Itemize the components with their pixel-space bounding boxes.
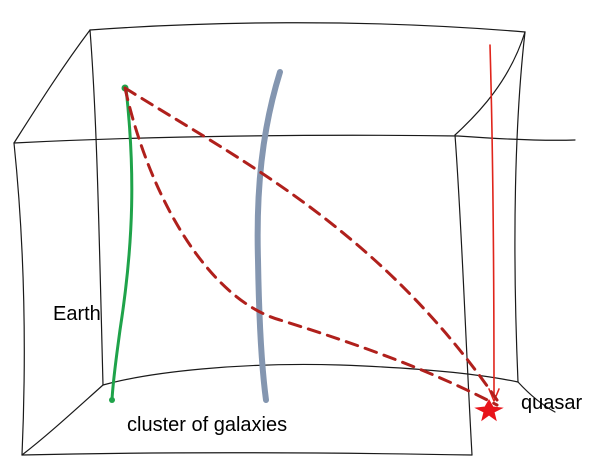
- box-top-right-diagonal: [454, 31, 526, 136]
- spacetime-box: [13, 22, 576, 456]
- box-back-left-edge: [89, 29, 104, 386]
- box-back-right-edge: [514, 31, 526, 383]
- quasar-worldline: [488, 44, 500, 402]
- box-bottom-left-diagonal: [21, 384, 104, 456]
- earth-worldline-bottom-dot: [109, 397, 115, 403]
- box-front-right-edge: [454, 134, 473, 456]
- box-top-left-diagonal: [13, 29, 91, 144]
- earth-worldline: [109, 84, 134, 403]
- box-back-bottom-edge: [102, 363, 519, 386]
- box-back-top-edge: [89, 22, 526, 33]
- box-front-bottom-edge: [21, 452, 473, 456]
- label-earth: Earth: [53, 303, 101, 325]
- quasar-worldline-path: [489, 44, 495, 396]
- light-paths: [123, 86, 499, 407]
- label-cluster-of-galaxies: cluster of galaxies: [127, 414, 287, 436]
- box-bottom-right-diagonal: [517, 381, 556, 413]
- box-front-left-edge: [13, 142, 25, 456]
- light-path-lower: [123, 86, 499, 407]
- star-icon: [474, 398, 504, 422]
- box-front-top-edge: [13, 134, 576, 144]
- earth-worldline-path: [110, 86, 134, 402]
- label-quasar: quasar: [521, 392, 582, 414]
- cluster-worldline: [254, 69, 283, 403]
- light-path-upper: [123, 86, 499, 402]
